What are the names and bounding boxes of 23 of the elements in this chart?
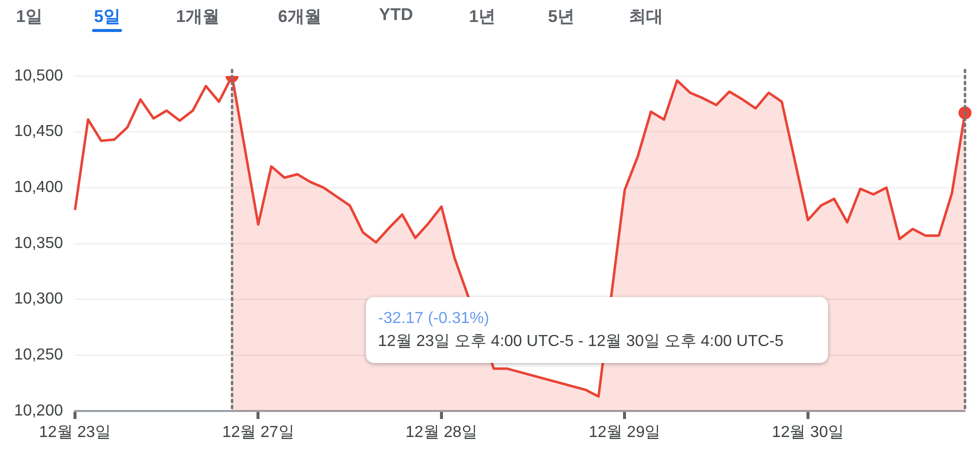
- y-tick-label: 10,350: [14, 234, 64, 252]
- info-card: -32.17 (-0.31%) 12월 23일 오후 4:00 UTC-5 - 12월 30일 오후 4:00 UTC-5: [366, 297, 828, 363]
- text: 1일: [16, 6, 42, 28]
- y-tick-label: 10,250: [14, 346, 64, 364]
- x-tick-label: 12월 23일: [38, 424, 112, 442]
- x-tick-label: 12월 28일: [405, 424, 478, 442]
- x-tick-label: 12월 27일: [222, 424, 294, 442]
- text: 1년: [469, 6, 496, 28]
- text: 최대: [629, 6, 663, 28]
- y-tick-label: 10,300: [14, 290, 64, 308]
- text: YTD: [379, 5, 413, 25]
- x-tick-label: 12월 29일: [588, 424, 661, 442]
- y-tick-label: 10,200: [14, 402, 64, 420]
- annotation: 12월 23일 오후 4:00 UTC-5 - 12월 30일 오후 4:00 UTC-5: [378, 332, 784, 352]
- text: 1개월: [176, 6, 220, 28]
- text: 5일: [94, 6, 120, 28]
- text: 5년: [548, 6, 574, 28]
- y-tick-label: 10,400: [14, 179, 64, 196]
- x-tick-label: 12월 30일: [772, 424, 844, 442]
- y-tick-label: 10,450: [14, 123, 64, 140]
- text: 6개월: [278, 6, 322, 28]
- y-tick-label: 10,500: [14, 67, 64, 84]
- annotation: -32.17 (-0.31%): [378, 309, 490, 329]
